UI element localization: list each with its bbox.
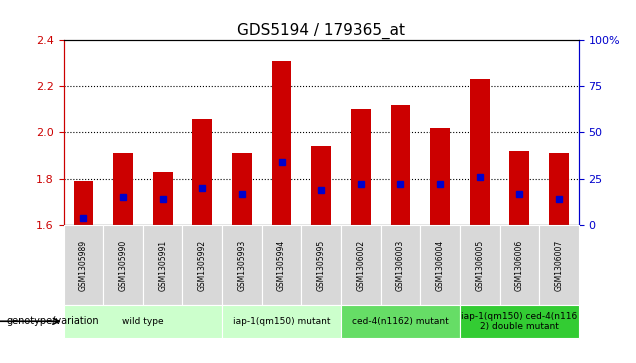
Bar — [380, 225, 420, 305]
Bar — [351, 109, 371, 225]
Bar — [470, 79, 490, 225]
Bar — [103, 225, 143, 305]
Bar — [460, 305, 579, 338]
Bar — [192, 119, 212, 225]
Text: GSM1306004: GSM1306004 — [436, 239, 445, 291]
Bar — [301, 225, 341, 305]
Text: GSM1306003: GSM1306003 — [396, 239, 405, 291]
Text: GSM1306006: GSM1306006 — [515, 239, 524, 291]
Bar — [232, 153, 252, 225]
Text: GSM1305993: GSM1305993 — [237, 239, 246, 291]
Text: GSM1305994: GSM1305994 — [277, 239, 286, 291]
Text: iap-1(qm150) mutant: iap-1(qm150) mutant — [233, 317, 330, 326]
Bar — [272, 61, 291, 225]
Bar — [391, 105, 410, 225]
Bar — [74, 181, 93, 225]
Bar — [430, 128, 450, 225]
Bar — [341, 225, 380, 305]
Bar — [143, 225, 183, 305]
Bar — [341, 305, 460, 338]
Text: GSM1305991: GSM1305991 — [158, 240, 167, 290]
Bar — [262, 225, 301, 305]
Bar — [460, 225, 499, 305]
Text: GSM1306007: GSM1306007 — [555, 239, 563, 291]
Bar — [64, 225, 103, 305]
Text: GSM1305990: GSM1305990 — [118, 239, 128, 291]
Text: iap-1(qm150) ced-4(n116
2) double mutant: iap-1(qm150) ced-4(n116 2) double mutant — [461, 311, 577, 331]
Title: GDS5194 / 179365_at: GDS5194 / 179365_at — [237, 23, 405, 38]
Text: GSM1306005: GSM1306005 — [475, 239, 484, 291]
Bar — [509, 151, 529, 225]
Bar — [113, 153, 133, 225]
Bar — [420, 225, 460, 305]
Bar — [222, 305, 341, 338]
Bar — [549, 153, 569, 225]
Text: GSM1305992: GSM1305992 — [198, 240, 207, 290]
Bar — [183, 225, 222, 305]
Text: GSM1306002: GSM1306002 — [356, 240, 365, 290]
Text: ced-4(n1162) mutant: ced-4(n1162) mutant — [352, 317, 449, 326]
Bar — [311, 146, 331, 225]
Bar — [153, 172, 172, 225]
Bar — [64, 305, 222, 338]
Bar — [539, 225, 579, 305]
Text: genotype/variation: genotype/variation — [6, 316, 99, 326]
Bar — [499, 225, 539, 305]
Text: wild type: wild type — [122, 317, 163, 326]
Text: GSM1305995: GSM1305995 — [317, 239, 326, 291]
Bar — [222, 225, 262, 305]
Text: GSM1305989: GSM1305989 — [79, 240, 88, 290]
